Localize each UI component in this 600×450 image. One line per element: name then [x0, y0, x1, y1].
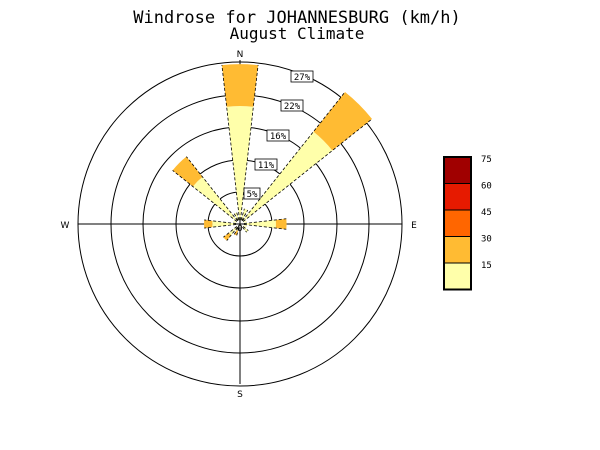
sector-ese-bin-1: [243, 225, 247, 228]
sector-nne-edge-1: [240, 208, 245, 221]
sector-e-edge-1: [243, 218, 287, 224]
calm-label: 0: [237, 224, 242, 234]
sector-nne-edge-2: [241, 209, 249, 221]
ring-label-box: [243, 187, 261, 200]
legend-swatch-15: [443, 262, 472, 290]
sector-sw-edge-2: [223, 226, 238, 238]
sector-w-bin-1: [212, 220, 237, 228]
sector-n-bin-1: [226, 106, 254, 221]
sector-n-edge-2: [240, 65, 259, 221]
legend-swatch-75: [443, 156, 472, 184]
legend-label-15: 15: [481, 261, 492, 271]
ring-label-box: [290, 70, 314, 83]
chart-subtitle: August Climate: [230, 24, 365, 43]
ring-label: 22%: [284, 102, 301, 112]
sector-ssw-edge-1: [236, 227, 240, 236]
sector-nnw-bin-1: [234, 212, 239, 221]
ring-labels: 5% 11% 16% 22% 27%: [243, 70, 314, 200]
ring-label: 11%: [258, 161, 275, 171]
wind-sectors: [172, 64, 373, 241]
sector-e-bin-1: [243, 219, 276, 229]
ring-label-box: [280, 99, 304, 112]
sector-nw-bin-2: [172, 156, 203, 187]
sector-se-edge-1: [242, 226, 249, 231]
sector-w-edge-1: [204, 224, 237, 229]
sector-nw-edge-1: [172, 170, 238, 222]
sector-se-edge-2: [242, 226, 247, 233]
sector-ssw-bin-1: [236, 227, 239, 231]
sector-ssw-edge-2: [233, 227, 239, 235]
sector-sse-bin-1: [240, 227, 242, 228]
legend-label-45: 45: [481, 208, 492, 218]
legend-label-75: 75: [481, 155, 492, 165]
sector-wnw-bin-1: [233, 220, 237, 223]
sector-w-edge-2: [204, 219, 237, 224]
sector-ne-bin-2: [313, 91, 373, 151]
chart-title: Windrose for JOHANNESBURG (km/h): [133, 8, 461, 28]
sector-nne-bin-1: [241, 208, 248, 221]
sector-wsw-bin-1: [236, 224, 237, 226]
sector-e-edge-2: [243, 224, 287, 230]
sector-se-bin-1: [242, 226, 249, 233]
ring-label: 16%: [270, 132, 287, 142]
legend-label-30: 30: [481, 235, 492, 245]
legend-swatch-60: [443, 183, 472, 211]
direction-label-west: W: [61, 221, 70, 231]
sector-e-bin-2: [275, 218, 287, 230]
direction-label-east: E: [411, 221, 417, 231]
legend-swatch-30: [443, 236, 472, 264]
sector-n-bin-2: [221, 64, 259, 107]
sector-nnw-edge-2: [236, 212, 240, 221]
sector-nw-edge-2: [186, 156, 238, 222]
ring-label-box: [266, 129, 290, 142]
ring-label: 5%: [247, 190, 258, 200]
sector-sw-bin-1: [228, 226, 238, 236]
sector-sw-edge-1: [226, 226, 238, 241]
speed-legend: 75 60 45 30 15: [443, 155, 492, 291]
direction-label-north: N: [237, 50, 244, 60]
sector-s-bin-1: [239, 226, 241, 228]
sector-nnw-edge-1: [233, 213, 239, 221]
legend-swatch-45: [443, 209, 472, 237]
sector-n-edge-1: [221, 65, 240, 221]
legend-frame: [443, 156, 472, 291]
sector-ene-bin-1: [243, 220, 247, 223]
legend-label-60: 60: [481, 182, 492, 192]
direction-label-south: S: [237, 390, 243, 400]
ring-label: 27%: [294, 73, 311, 83]
ring-label-box: [254, 158, 278, 171]
sector-ne-bin-1: [242, 131, 333, 222]
sector-ne-edge-2: [242, 118, 373, 222]
sector-w-bin-2: [204, 219, 213, 229]
sector-sw-bin-2: [223, 232, 232, 241]
sector-nw-bin-1: [192, 176, 238, 222]
